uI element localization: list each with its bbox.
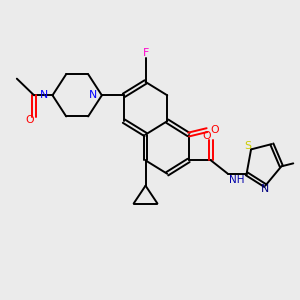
Text: S: S <box>244 141 252 152</box>
Text: N: N <box>40 90 48 100</box>
Text: F: F <box>142 47 149 58</box>
Text: N: N <box>89 90 98 100</box>
Text: O: O <box>25 115 34 125</box>
Text: O: O <box>202 131 211 141</box>
Text: NH: NH <box>230 175 245 185</box>
Text: O: O <box>211 125 219 135</box>
Text: N: N <box>261 184 269 194</box>
